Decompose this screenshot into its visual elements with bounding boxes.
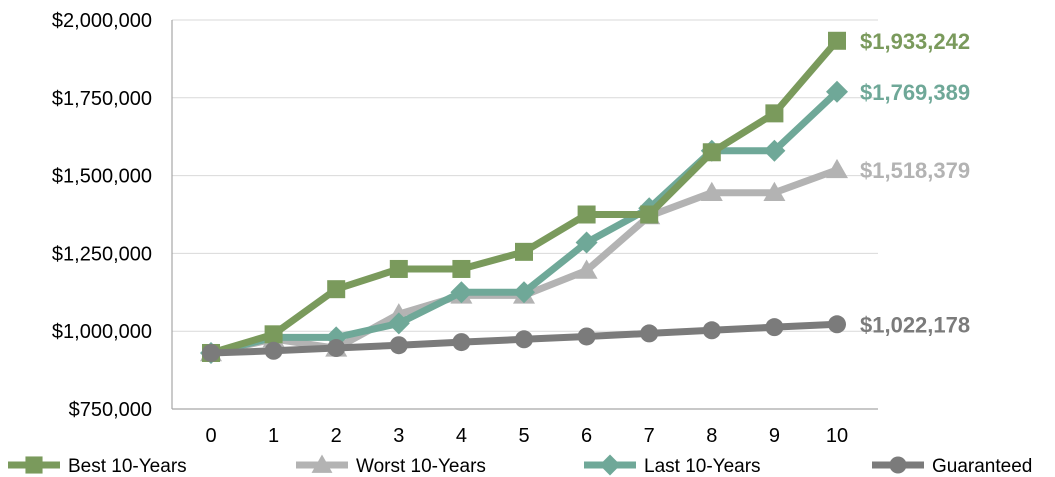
- data-point: [640, 205, 659, 224]
- data-point: [763, 139, 786, 162]
- y-tick-label: $1,500,000: [52, 166, 152, 188]
- end-labels: $1,933,242 $1,518,379 $1,769,389 $1,022,178: [860, 29, 970, 338]
- end-value-label: $1,022,178: [860, 312, 970, 337]
- data-point: [202, 343, 220, 362]
- data-point: [452, 259, 471, 278]
- series-line: [207, 37, 841, 357]
- x-tick-label: 4: [456, 425, 467, 447]
- data-point: [575, 259, 598, 279]
- data-point: [389, 336, 408, 355]
- data-point: [264, 341, 283, 360]
- legend-label: Guaranteed: [932, 456, 1032, 477]
- legend-marker: [311, 454, 333, 473]
- end-value-label: $1,518,379: [860, 158, 970, 183]
- data-point: [828, 31, 846, 50]
- legend-marker: [889, 456, 907, 474]
- y-tick-label: $1,250,000: [52, 243, 152, 265]
- data-point: [577, 205, 596, 224]
- data-point: [575, 231, 598, 254]
- legend-label: Last 10-Years: [644, 456, 761, 477]
- y-tick-label: $1,750,000: [52, 88, 152, 110]
- data-point: [327, 280, 346, 299]
- y-tick-label: $2,000,000: [52, 10, 152, 32]
- x-axis-ticks: 0 1 2 3 4 5 6 7 8 9 10: [205, 425, 848, 447]
- data-point: [513, 281, 535, 304]
- data-point: [700, 181, 723, 201]
- data-point: [640, 324, 659, 343]
- series-best-10-years: [202, 31, 846, 362]
- legend: Best 10-Years Worst 10-Years Last 10-Years…: [8, 454, 1032, 477]
- data-point: [452, 333, 471, 352]
- legend-item: Best 10-Years: [8, 456, 187, 477]
- data-point: [577, 327, 596, 346]
- data-point: [702, 143, 721, 162]
- data-point: [515, 330, 533, 349]
- x-tick-label: 8: [706, 425, 717, 447]
- end-value-label: $1,769,389: [860, 80, 970, 105]
- y-axis-ticks: $750,000 $1,000,000 $1,250,000 $1,500,000 $1…: [52, 10, 152, 421]
- data-point: [389, 259, 408, 278]
- data-point: [828, 315, 846, 334]
- x-tick-label: 10: [826, 425, 848, 447]
- y-tick-label: $1,000,000: [52, 321, 152, 343]
- series-group: [200, 31, 848, 364]
- data-point: [515, 242, 533, 261]
- y-tick-label: $750,000: [69, 399, 152, 421]
- x-tick-label: 5: [518, 425, 529, 447]
- data-point: [826, 158, 848, 179]
- x-tick-label: 2: [331, 425, 342, 447]
- x-tick-label: 0: [205, 425, 216, 447]
- data-point: [765, 318, 784, 337]
- data-point: [264, 325, 283, 344]
- data-point: [702, 321, 721, 340]
- legend-marker: [599, 454, 621, 476]
- data-point: [763, 181, 786, 201]
- data-point: [450, 281, 473, 304]
- data-point: [327, 339, 346, 358]
- series-guaranteed: [202, 315, 846, 362]
- x-tick-label: 7: [644, 425, 655, 447]
- legend-item: Last 10-Years: [584, 454, 761, 477]
- x-tick-label: 1: [268, 425, 279, 447]
- legend-item: Worst 10-Years: [296, 454, 486, 477]
- x-tick-label: 3: [393, 425, 404, 447]
- x-tick-label: 6: [581, 425, 592, 447]
- legend-marker: [25, 456, 43, 474]
- data-point: [387, 312, 410, 335]
- legend-item: Guaranteed: [872, 456, 1032, 477]
- axes: [171, 20, 878, 410]
- x-tick-label: 9: [769, 425, 780, 447]
- legend-label: Worst 10-Years: [356, 456, 486, 477]
- legend-label: Best 10-Years: [68, 456, 187, 477]
- data-point: [826, 80, 848, 103]
- end-value-label: $1,933,242: [860, 29, 970, 54]
- data-point: [765, 104, 784, 123]
